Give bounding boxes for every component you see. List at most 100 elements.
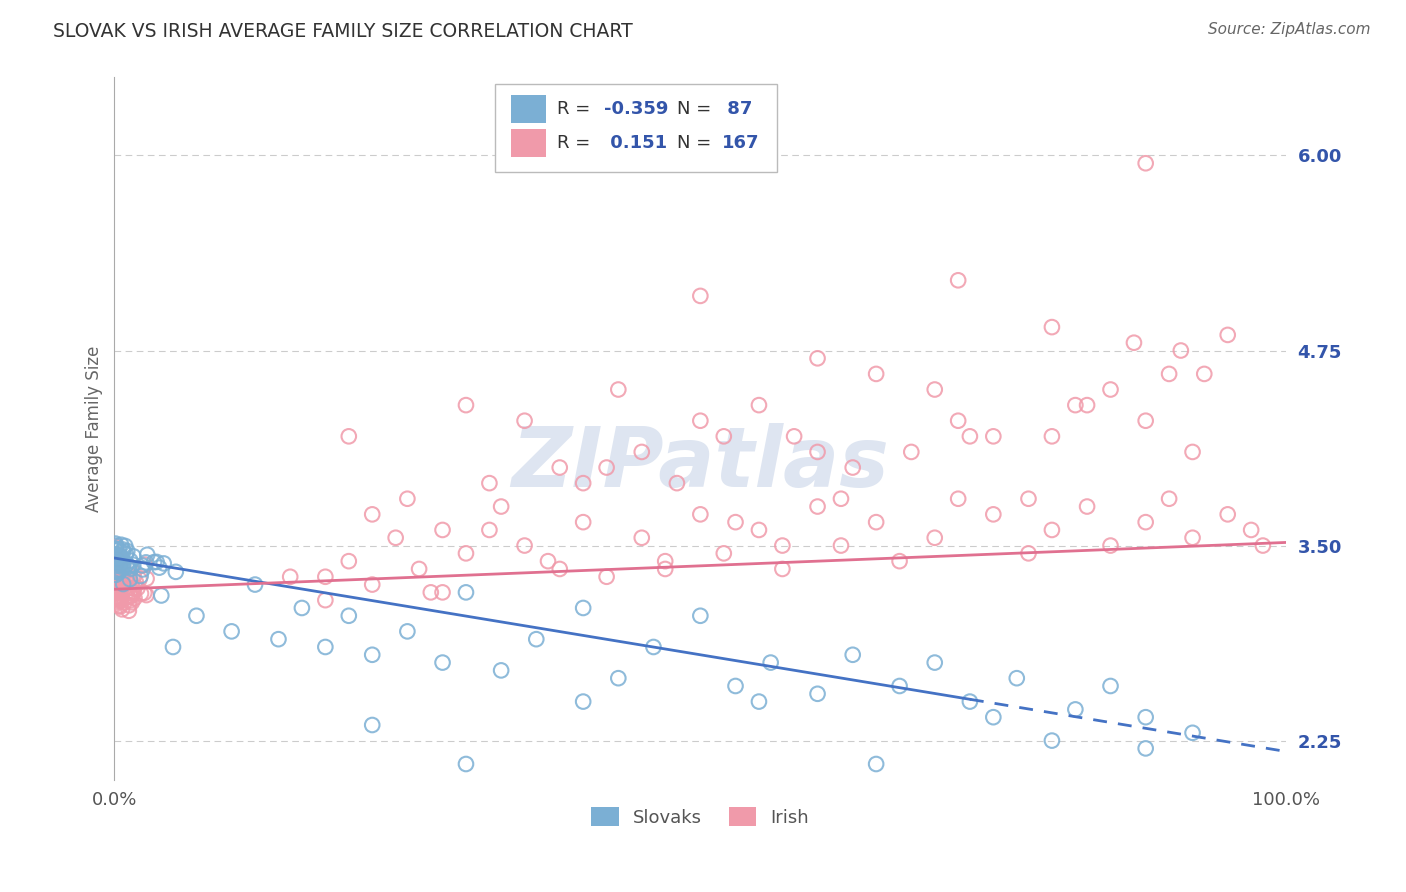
Point	[946, 273, 969, 287]
Point	[108, 594, 131, 608]
Point	[107, 563, 129, 577]
Point	[186, 608, 208, 623]
Point	[105, 557, 128, 571]
Point	[131, 558, 153, 573]
Point	[595, 460, 617, 475]
Point	[361, 718, 384, 732]
Point	[630, 531, 652, 545]
Point	[513, 539, 536, 553]
Point	[108, 599, 131, 614]
Point	[454, 546, 477, 560]
Point	[1064, 702, 1087, 716]
Point	[104, 541, 127, 556]
Point	[117, 560, 139, 574]
Point	[713, 546, 735, 560]
Point	[108, 562, 131, 576]
Point	[112, 545, 135, 559]
Point	[291, 601, 314, 615]
Point	[770, 539, 793, 553]
Text: R =: R =	[557, 134, 596, 152]
Point	[607, 383, 630, 397]
Point	[104, 550, 127, 565]
Point	[748, 523, 770, 537]
Point	[111, 576, 134, 591]
Point	[120, 590, 142, 604]
Point	[108, 576, 131, 591]
Point	[889, 679, 911, 693]
Point	[1040, 429, 1063, 443]
Point	[830, 539, 852, 553]
Point	[713, 429, 735, 443]
Text: 167: 167	[721, 134, 759, 152]
Point	[924, 383, 946, 397]
Point	[572, 515, 595, 529]
Point	[1135, 156, 1157, 170]
Point	[419, 585, 441, 599]
FancyBboxPatch shape	[510, 95, 546, 123]
Point	[314, 570, 336, 584]
Point	[108, 585, 131, 599]
Point	[1135, 414, 1157, 428]
Point	[114, 595, 136, 609]
Point	[104, 591, 127, 606]
Point	[148, 560, 170, 574]
Point	[337, 554, 360, 568]
Point	[105, 580, 128, 594]
Point	[104, 536, 127, 550]
Point	[118, 567, 141, 582]
Point	[108, 582, 131, 597]
Text: Source: ZipAtlas.com: Source: ZipAtlas.com	[1208, 22, 1371, 37]
Point	[105, 558, 128, 572]
Point	[105, 558, 128, 572]
Point	[643, 640, 665, 654]
Point	[1064, 398, 1087, 412]
Point	[120, 589, 142, 603]
Point	[112, 577, 135, 591]
Point	[537, 554, 560, 568]
Point	[221, 624, 243, 639]
Point	[1216, 508, 1239, 522]
Point	[143, 555, 166, 569]
Point	[783, 429, 806, 443]
Point	[152, 557, 174, 571]
Point	[1216, 327, 1239, 342]
Point	[889, 554, 911, 568]
Point	[108, 599, 131, 613]
Point	[314, 640, 336, 654]
Point	[129, 569, 152, 583]
Point	[1181, 531, 1204, 545]
Point	[129, 586, 152, 600]
Point	[104, 542, 127, 557]
Point	[110, 559, 132, 574]
Point	[104, 548, 127, 562]
Point	[118, 599, 141, 613]
Point	[806, 687, 828, 701]
Point	[1017, 546, 1039, 560]
Point	[104, 595, 127, 609]
Point	[117, 591, 139, 605]
Point	[107, 572, 129, 586]
FancyBboxPatch shape	[495, 85, 776, 172]
Point	[110, 593, 132, 607]
Point	[1040, 320, 1063, 334]
Point	[865, 515, 887, 529]
Point	[145, 555, 167, 569]
Point	[548, 460, 571, 475]
Point	[478, 523, 501, 537]
Point	[1135, 515, 1157, 529]
Point	[396, 624, 419, 639]
Point	[314, 593, 336, 607]
Point	[110, 554, 132, 568]
Point	[135, 588, 157, 602]
Point	[105, 548, 128, 562]
Point	[454, 757, 477, 772]
Point	[946, 414, 969, 428]
Point	[125, 574, 148, 589]
Point	[959, 695, 981, 709]
Point	[1251, 539, 1274, 553]
Point	[135, 555, 157, 569]
Text: ZIPatlas: ZIPatlas	[512, 423, 890, 504]
Point	[104, 597, 127, 611]
Point	[104, 591, 127, 606]
Point	[135, 572, 157, 586]
